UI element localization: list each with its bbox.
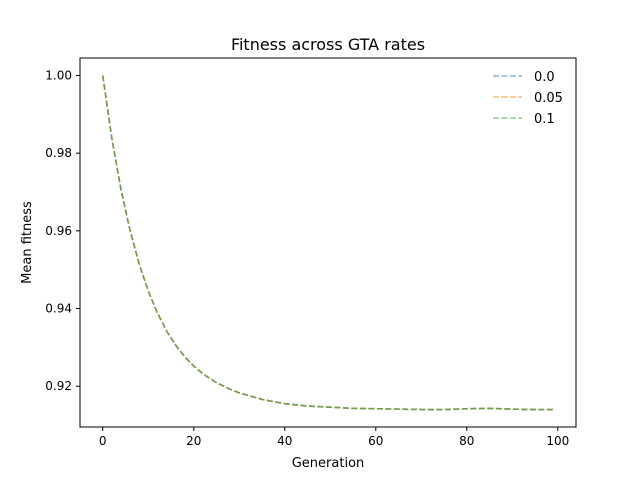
y-tick-label: 0.96 bbox=[45, 224, 72, 238]
y-axis-ticks: 0.92 0.94 0.96 0.98 1.00 bbox=[45, 68, 80, 393]
x-tick-label: 20 bbox=[186, 434, 201, 448]
legend-label: 0.05 bbox=[534, 91, 563, 106]
x-tick-label: 0 bbox=[99, 434, 107, 448]
plot-frame bbox=[79, 57, 577, 428]
y-tick-label: 0.94 bbox=[45, 302, 72, 316]
legend-label: 0.0 bbox=[534, 70, 555, 85]
y-axis-label: Mean fitness bbox=[20, 201, 35, 284]
legend: 0.0 0.05 0.1 bbox=[493, 70, 563, 127]
series-group bbox=[101, 75, 554, 411]
plot-area bbox=[80, 58, 576, 427]
x-axis-ticks: 0 20 40 60 80 100 bbox=[99, 427, 569, 448]
x-tick-label: 100 bbox=[546, 434, 569, 448]
series-line-2 bbox=[101, 75, 554, 411]
x-tick-label: 80 bbox=[459, 434, 474, 448]
x-tick-label: 60 bbox=[368, 434, 383, 448]
y-tick-label: 0.98 bbox=[45, 146, 72, 160]
x-tick-label: 40 bbox=[277, 434, 292, 448]
y-tick-label: 1.00 bbox=[45, 68, 72, 82]
legend-label: 0.1 bbox=[534, 112, 555, 127]
chart-title: Fitness across GTA rates bbox=[231, 35, 425, 54]
y-tick-label: 0.92 bbox=[45, 379, 72, 393]
x-axis-label: Generation bbox=[292, 456, 365, 471]
